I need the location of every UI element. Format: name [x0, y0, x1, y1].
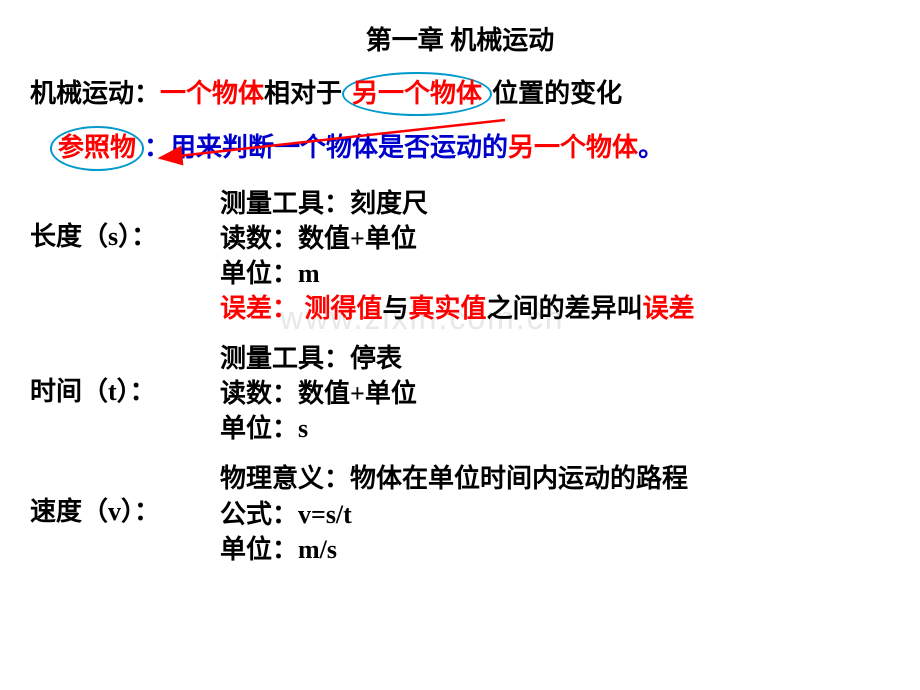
time-reading: 读数：数值+单位 — [220, 376, 417, 411]
def2-part1: 用来判断一个物体是否运动的 — [170, 133, 508, 162]
time-label: 时间（t）： — [30, 341, 220, 408]
speed-meaning: 物理意义：物体在单位时间内运动的路程 — [220, 461, 688, 496]
length-unit: 单位：m — [220, 256, 695, 291]
time-content: 测量工具：停表 读数：数值+单位 单位：s — [220, 341, 417, 446]
def1-part3: 另一个物体 — [352, 79, 482, 108]
err-p1: 测得值 — [305, 294, 383, 323]
def1-label: 机械运动： — [30, 79, 160, 108]
length-section: 长度（s）： 测量工具：刻度尺 读数：数值+单位 单位：m 误差： 测得值与真实… — [30, 186, 890, 326]
time-tool: 测量工具：停表 — [220, 341, 417, 376]
def2-ellipse: 参照物 — [50, 126, 144, 170]
chapter-title: 第一章 机械运动 — [30, 20, 890, 57]
err-p3: 真实值 — [409, 294, 487, 323]
time-section: 时间（t）： 测量工具：停表 读数：数值+单位 单位：s — [30, 341, 890, 446]
def2-label: 参照物 — [58, 133, 136, 162]
def1-part1: 一个物体 — [160, 79, 264, 108]
err-label: 误差： — [220, 294, 298, 323]
def1-ellipse: 另一个物体 — [342, 72, 492, 116]
length-content: 测量工具：刻度尺 读数：数值+单位 单位：m 误差： 测得值与真实值之间的差异叫… — [220, 186, 695, 326]
err-p4: 之间的差异叫 — [487, 294, 643, 323]
def1-part2: 相对于 — [264, 79, 342, 108]
speed-formula: 公式：v=s/t — [220, 497, 688, 532]
reference-object-definition: 参照物 ：用来判断一个物体是否运动的另一个物体。 — [50, 126, 890, 170]
def2-part2: 另一个物体 — [508, 133, 638, 162]
err-p2: 与 — [383, 294, 409, 323]
speed-label: 速度（v）： — [30, 461, 220, 528]
time-unit: 单位：s — [220, 411, 417, 446]
err-p5: 误差 — [643, 294, 695, 323]
def2-colon: ： — [144, 133, 170, 162]
def1-part4: 位置的变化 — [492, 79, 622, 108]
length-reading: 读数：数值+单位 — [220, 221, 695, 256]
def2-part3: 。 — [638, 133, 664, 162]
speed-content: 物理意义：物体在单位时间内运动的路程 公式：v=s/t 单位：m/s — [220, 461, 688, 566]
speed-section: 速度（v）： 物理意义：物体在单位时间内运动的路程 公式：v=s/t 单位：m/… — [30, 461, 890, 566]
speed-unit: 单位：m/s — [220, 532, 688, 567]
length-tool: 测量工具：刻度尺 — [220, 186, 695, 221]
length-error: 误差： 测得值与真实值之间的差异叫误差 — [220, 291, 695, 326]
mechanical-motion-definition: 机械运动：一个物体相对于另一个物体位置的变化 — [30, 72, 890, 116]
length-label: 长度（s）： — [30, 186, 220, 253]
